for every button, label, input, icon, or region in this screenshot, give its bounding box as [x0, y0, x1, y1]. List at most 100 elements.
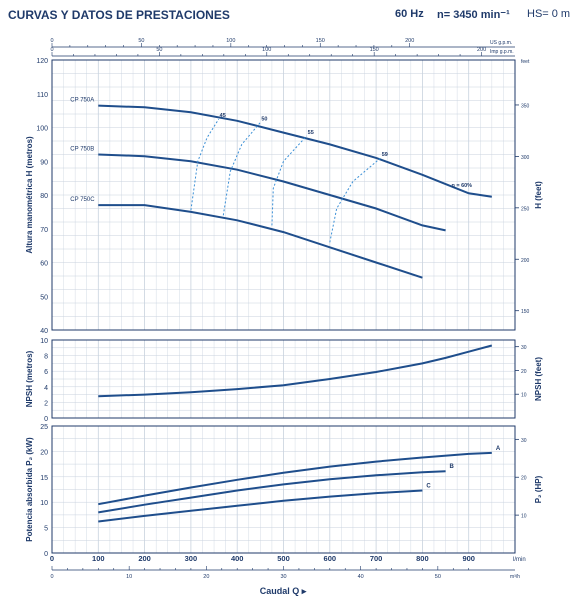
- lmin-tick-label: 100: [92, 554, 105, 563]
- y-right-tick-label: 30: [521, 438, 527, 444]
- y-tick-label: 80: [40, 193, 48, 200]
- lmin-tick-label: 500: [277, 554, 290, 563]
- y-tick-label: 60: [40, 261, 48, 268]
- lmin-tick-label: 700: [370, 554, 383, 563]
- lmin-tick-label: 300: [185, 554, 198, 563]
- efficiency-label: η = 60%: [451, 183, 472, 189]
- series-line: [98, 344, 493, 398]
- y-tick-label: 40: [40, 328, 48, 335]
- y-axis-label-right: H (feet): [534, 181, 543, 209]
- imp-gpm-tick-label: 0: [50, 47, 53, 53]
- us-gpm-tick-label: 200: [405, 38, 414, 44]
- m3h-tick-label: 50: [435, 574, 441, 580]
- lmin-tick-label: 800: [416, 554, 429, 563]
- efficiency-label: 45: [220, 113, 226, 119]
- y-right-tick-label: 250: [521, 206, 530, 212]
- y-tick-label: 2: [44, 400, 48, 407]
- page-title: CURVAS Y DATOS DE PRESTACIONES: [8, 8, 230, 22]
- y-right-tick-label: 30: [521, 345, 527, 351]
- m3h-tick-label: 20: [203, 574, 209, 580]
- plot-frame: [51, 339, 516, 419]
- y-tick-label: 10: [40, 338, 48, 345]
- efficiency-label: 55: [308, 130, 314, 136]
- efficiency-line: [190, 118, 220, 211]
- series-line: [98, 204, 423, 279]
- y-tick-label: 0: [44, 416, 48, 423]
- y-tick-label: 15: [40, 475, 48, 482]
- us-gpm-tick-label: 150: [316, 38, 325, 44]
- y-tick-label: 70: [40, 227, 48, 234]
- imp-gpm-tick-label: 50: [156, 47, 162, 53]
- m3h-tick-label: 0: [50, 574, 53, 580]
- series-label: CP 750C: [70, 197, 95, 203]
- imp-gpm-tick-label: 200: [477, 47, 486, 53]
- y-tick-label: 110: [37, 92, 48, 99]
- series-label: C: [426, 484, 431, 490]
- lmin-unit: l/min: [513, 557, 526, 563]
- y-right-tick-label: 150: [521, 309, 530, 315]
- series-label: CP 750A: [70, 98, 94, 104]
- us-gpm-tick-label: 50: [138, 38, 144, 44]
- y-axis-label-right: NPSH (feet): [534, 357, 543, 401]
- imp-gpm-unit: Imp g.p.m.: [490, 49, 514, 55]
- suction-height-label: HS= 0 m: [527, 8, 571, 20]
- m3h-tick-label: 30: [280, 574, 286, 580]
- y-right-unit-label: feet: [521, 59, 530, 65]
- y-axis-label: NPSH (metros): [25, 350, 34, 407]
- y-right-tick-label: 10: [521, 514, 527, 520]
- y-tick-label: 6: [44, 369, 48, 376]
- series-line: [98, 470, 446, 514]
- y-right-tick-label: 200: [521, 258, 530, 264]
- m3h-tick-label: 10: [126, 574, 132, 580]
- series-label: A: [496, 446, 501, 452]
- imp-gpm-tick-label: 150: [370, 47, 379, 53]
- y-tick-label: 90: [40, 159, 48, 166]
- efficiency-label: 50: [261, 116, 267, 122]
- series-line: [98, 153, 446, 232]
- efficiency-line: [222, 122, 261, 216]
- y-tick-label: 50: [40, 294, 48, 301]
- speed-label: n= 3450 min⁻¹: [437, 9, 510, 21]
- series-line: [98, 489, 423, 523]
- y-right-tick-label: 10: [521, 393, 527, 399]
- plot-frame: [51, 425, 516, 554]
- y-tick-label: 5: [44, 526, 48, 533]
- series-label: B: [450, 464, 455, 470]
- y-tick-label: 4: [44, 385, 48, 392]
- y-right-tick-label: 300: [521, 155, 530, 161]
- y-right-tick-label: 20: [521, 476, 527, 482]
- us-gpm-tick-label: 0: [50, 38, 53, 44]
- y-tick-label: 0: [44, 551, 48, 558]
- series-label: CP 750B: [70, 147, 94, 153]
- efficiency-line: [329, 157, 382, 243]
- y-tick-label: 25: [40, 424, 48, 431]
- lmin-tick-label: 0: [50, 554, 54, 563]
- y-right-tick-label: 20: [521, 369, 527, 375]
- series-line: [98, 451, 492, 506]
- y-tick-label: 100: [36, 126, 48, 133]
- y-tick-label: 10: [40, 500, 48, 507]
- plot-frame: [51, 59, 516, 331]
- lmin-tick-label: 600: [324, 554, 337, 563]
- y-axis-label: Altura manométrica H (metros): [25, 136, 34, 254]
- us-gpm-unit: US g.p.m.: [490, 40, 512, 46]
- x-axis-label: Caudal Q ▸: [260, 586, 307, 596]
- y-right-tick-label: 350: [521, 103, 530, 109]
- imp-gpm-tick-label: 100: [262, 47, 271, 53]
- us-gpm-tick-label: 100: [226, 38, 235, 44]
- y-axis-label-right: P₂ (HP): [534, 475, 543, 503]
- m3h-unit: m³/h: [510, 574, 520, 580]
- y-tick-label: 120: [36, 58, 48, 65]
- lmin-tick-label: 400: [231, 554, 244, 563]
- lmin-tick-label: 900: [462, 554, 475, 563]
- lmin-tick-label: 200: [138, 554, 151, 563]
- y-tick-label: 8: [44, 354, 48, 361]
- frequency-label: 60 Hz: [395, 8, 424, 20]
- y-axis-label: Potencia absorbida P₂ (kW): [25, 437, 34, 542]
- efficiency-label: 59: [382, 152, 388, 158]
- m3h-tick-label: 40: [358, 574, 364, 580]
- series-line: [98, 104, 492, 198]
- y-tick-label: 20: [40, 449, 48, 456]
